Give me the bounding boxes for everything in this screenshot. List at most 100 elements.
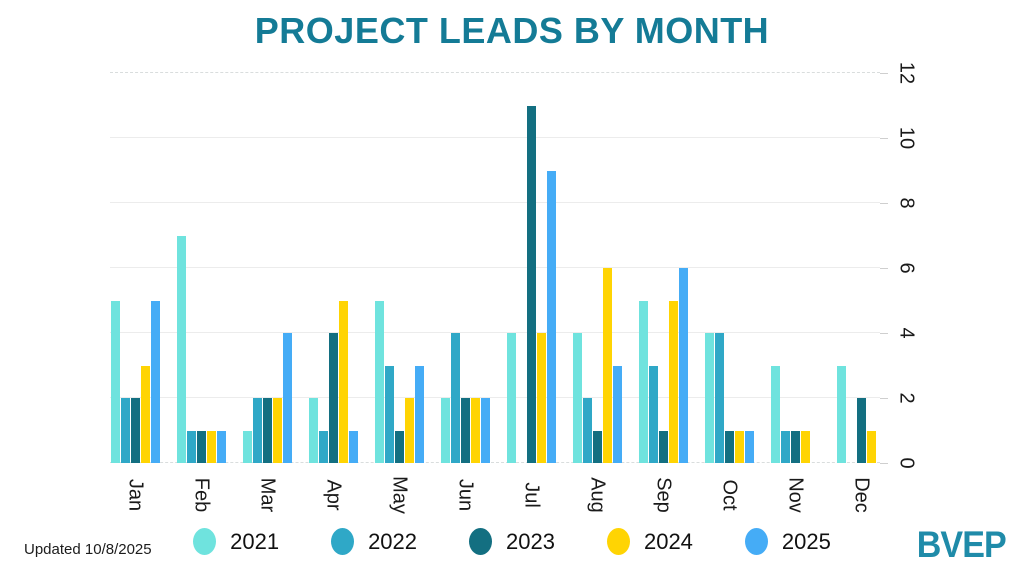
- bar-2024-apr: [339, 300, 348, 463]
- x-axis-tick-label: Aug: [586, 477, 609, 513]
- y-axis-tick: [880, 268, 888, 269]
- x-axis-tick-label: Oct: [718, 479, 741, 511]
- updated-date-label: Updated 10/8/2025: [24, 541, 152, 558]
- bar-2021-oct: [705, 333, 714, 463]
- bar-group-jun: [441, 73, 491, 463]
- y-axis-tick-label: 4: [895, 327, 918, 339]
- bar-2023-jul: [527, 105, 536, 463]
- gridline-y0: [110, 462, 880, 463]
- legend-label-2025: 2025: [781, 528, 831, 554]
- bar-group-jan: [111, 73, 161, 463]
- bar-2025-oct: [745, 430, 754, 463]
- bar-2025-apr: [349, 430, 358, 463]
- x-axis-tick-label: Apr: [322, 479, 345, 511]
- gridline-y10: [110, 137, 880, 138]
- bar-2022-feb: [187, 430, 196, 463]
- bar-2021-feb: [177, 235, 186, 463]
- bar-2024-jan: [141, 365, 150, 463]
- brand-logo: BVEP: [916, 524, 1007, 565]
- y-axis-tick-label: 0: [895, 457, 918, 469]
- bar-group-sep: [639, 73, 689, 463]
- bar-group-aug: [573, 73, 623, 463]
- bar-2023-jun: [461, 398, 470, 463]
- bar-group-dec: [837, 73, 887, 463]
- bar-2023-jan: [131, 398, 140, 463]
- bar-2021-apr: [309, 398, 318, 463]
- plot-area: [110, 72, 880, 463]
- legend-swatch-2024: [606, 528, 630, 555]
- x-axis-tick-label: Jan: [124, 478, 147, 512]
- legend-item-2025: 2025: [744, 528, 831, 555]
- bar-2024-oct: [735, 430, 744, 463]
- bar-2022-may: [385, 365, 394, 463]
- bar-2024-mar: [273, 398, 282, 463]
- bar-2024-aug: [603, 268, 612, 463]
- gridline-y4: [110, 332, 880, 333]
- bar-2022-nov: [781, 430, 790, 463]
- bar-2024-feb: [207, 430, 216, 463]
- y-axis-tick: [880, 73, 888, 74]
- bar-2024-nov: [801, 430, 810, 463]
- x-axis-tick-label: Feb: [190, 477, 213, 513]
- bar-2023-nov: [791, 430, 800, 463]
- x-axis-tick-label: Jun: [454, 478, 477, 512]
- bar-2021-jun: [441, 398, 450, 463]
- y-axis-tick-label: 12: [895, 61, 918, 85]
- x-axis-tick-label: Jul: [520, 482, 543, 508]
- gridline-y8: [110, 202, 880, 203]
- bar-group-oct: [705, 73, 755, 463]
- y-axis-tick-label: 6: [895, 262, 918, 274]
- bar-2022-aug: [583, 398, 592, 463]
- gridline-y6: [110, 267, 880, 268]
- bar-2021-jan: [111, 300, 120, 463]
- bar-2025-jul: [547, 170, 556, 463]
- y-axis-tick: [880, 463, 888, 464]
- bar-2021-nov: [771, 365, 780, 463]
- y-axis-tick-label: 8: [895, 197, 918, 209]
- legend: 2021 2022 2023 2024 2025: [0, 528, 1024, 555]
- y-axis-tick-label: 2: [895, 392, 918, 404]
- bar-2021-mar: [243, 430, 252, 463]
- bar-group-jul: [507, 73, 557, 463]
- bar-2025-jun: [481, 398, 490, 463]
- bar-2025-feb: [217, 430, 226, 463]
- gridline-y2: [110, 397, 880, 398]
- y-axis-tick: [880, 138, 888, 139]
- chart-title: PROJECT LEADS BY MONTH: [254, 10, 770, 51]
- bar-2022-mar: [253, 398, 262, 463]
- bar-2022-oct: [715, 333, 724, 463]
- legend-swatch-2025: [744, 528, 768, 555]
- x-axis-tick-label: Dec: [850, 477, 873, 513]
- bar-2023-aug: [593, 430, 602, 463]
- legend-item-2023: 2023: [469, 528, 555, 555]
- bar-group-apr: [309, 73, 359, 463]
- bar-group-mar: [243, 73, 293, 463]
- bar-2021-aug: [573, 333, 582, 463]
- bar-group-may: [375, 73, 425, 463]
- bar-2022-jun: [451, 333, 460, 463]
- legend-label-2023: 2023: [506, 528, 555, 554]
- legend-item-2021: 2021: [193, 528, 279, 555]
- bar-2023-mar: [263, 398, 272, 463]
- bar-2024-dec: [867, 430, 876, 463]
- y-axis-tick: [880, 203, 888, 204]
- bar-2023-feb: [197, 430, 206, 463]
- bar-2024-jun: [471, 398, 480, 463]
- bar-2021-dec: [837, 365, 846, 463]
- x-axis-tick-label: May: [388, 476, 411, 514]
- legend-swatch-2022: [331, 528, 355, 555]
- bar-2024-jul: [537, 333, 546, 463]
- bar-2023-apr: [329, 333, 338, 463]
- bar-2025-aug: [613, 365, 622, 463]
- legend-label-2024: 2024: [643, 528, 693, 554]
- x-axis-tick-label: Sep: [652, 477, 675, 513]
- bar-2022-apr: [319, 430, 328, 463]
- legend-label-2022: 2022: [368, 528, 418, 554]
- gridline-y12: [110, 72, 880, 73]
- legend-item-2022: 2022: [331, 528, 417, 555]
- y-axis-tick: [880, 333, 888, 334]
- y-axis-tick-label: 10: [895, 126, 918, 150]
- bar-2022-jan: [121, 398, 130, 463]
- bar-2025-mar: [283, 333, 292, 463]
